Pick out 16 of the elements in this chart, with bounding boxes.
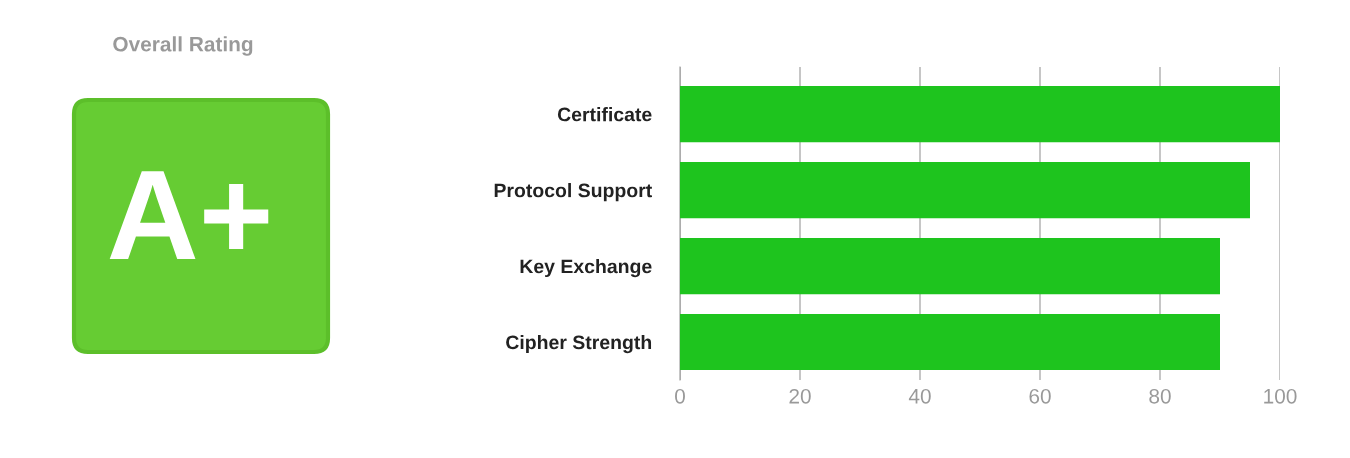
x-tick-label: 100: [1264, 388, 1297, 404]
x-tick-label: 60: [1029, 388, 1051, 404]
text: A+: [109, 171, 269, 260]
y-tick-label: Key Exchange: [520, 259, 652, 278]
x-tick-label: 80: [1149, 388, 1171, 404]
bar: [680, 313, 1220, 371]
bar: [680, 237, 1220, 295]
bar: [680, 85, 1280, 143]
y-tick-label: Cipher Strength: [506, 334, 652, 354]
x-tick-label: 0: [675, 388, 685, 404]
y-tick-label: Protocol Support: [494, 183, 652, 202]
text: Overall Rating: [113, 36, 253, 56]
x-tick-label: 40: [908, 388, 931, 404]
y-tick-label: Certificate: [557, 107, 652, 122]
x-tick-label: 20: [789, 388, 811, 404]
bar: [680, 161, 1250, 219]
